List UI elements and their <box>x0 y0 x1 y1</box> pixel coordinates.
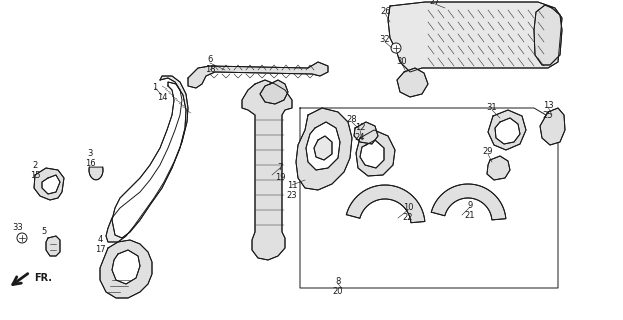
Text: 25: 25 <box>543 110 553 119</box>
Text: 20: 20 <box>333 287 343 297</box>
Text: FR.: FR. <box>34 273 52 283</box>
Polygon shape <box>354 122 378 144</box>
Text: 33: 33 <box>12 223 24 233</box>
Text: 8: 8 <box>335 277 341 286</box>
Circle shape <box>17 233 27 243</box>
Polygon shape <box>356 130 395 176</box>
Polygon shape <box>540 108 565 145</box>
Polygon shape <box>296 108 352 190</box>
Text: 7: 7 <box>277 164 283 172</box>
Text: 1: 1 <box>153 84 158 92</box>
Polygon shape <box>495 118 520 144</box>
Polygon shape <box>242 80 292 260</box>
Polygon shape <box>100 240 152 298</box>
Polygon shape <box>260 80 288 104</box>
Polygon shape <box>431 184 506 220</box>
Text: 13: 13 <box>543 100 553 109</box>
Text: 3: 3 <box>87 148 93 157</box>
Polygon shape <box>534 5 562 65</box>
Polygon shape <box>106 76 188 242</box>
Polygon shape <box>346 185 425 223</box>
Polygon shape <box>89 167 103 180</box>
Text: 15: 15 <box>30 171 40 180</box>
Text: 10: 10 <box>402 204 413 212</box>
Text: 26: 26 <box>381 7 391 17</box>
Text: 24: 24 <box>354 133 365 142</box>
Text: 9: 9 <box>467 201 473 210</box>
Circle shape <box>391 43 401 53</box>
Polygon shape <box>42 175 60 194</box>
Text: 28: 28 <box>346 116 358 124</box>
Polygon shape <box>46 236 60 256</box>
Text: 5: 5 <box>41 228 47 236</box>
Text: 18: 18 <box>205 66 216 75</box>
Polygon shape <box>487 156 510 180</box>
Text: 22: 22 <box>402 213 413 222</box>
Polygon shape <box>188 62 328 88</box>
Text: 27: 27 <box>430 0 440 6</box>
Text: 4: 4 <box>97 236 103 244</box>
Text: 6: 6 <box>207 55 212 65</box>
Text: 12: 12 <box>354 124 365 132</box>
Text: 23: 23 <box>287 190 297 199</box>
Polygon shape <box>397 68 428 97</box>
Text: 29: 29 <box>483 148 493 156</box>
Polygon shape <box>34 168 64 200</box>
Polygon shape <box>488 110 526 150</box>
Text: 16: 16 <box>85 158 95 167</box>
Polygon shape <box>112 250 140 284</box>
Text: 31: 31 <box>487 103 497 113</box>
Polygon shape <box>388 2 562 72</box>
Text: 19: 19 <box>275 173 285 182</box>
Polygon shape <box>112 82 186 238</box>
Text: 11: 11 <box>287 180 297 189</box>
Text: 14: 14 <box>157 93 167 102</box>
Polygon shape <box>314 136 332 160</box>
Text: 32: 32 <box>379 36 391 44</box>
Text: 2: 2 <box>32 161 37 170</box>
Polygon shape <box>306 122 340 170</box>
Text: 21: 21 <box>465 211 475 220</box>
Polygon shape <box>360 140 384 168</box>
Text: 17: 17 <box>95 245 105 254</box>
Text: 30: 30 <box>397 58 407 67</box>
